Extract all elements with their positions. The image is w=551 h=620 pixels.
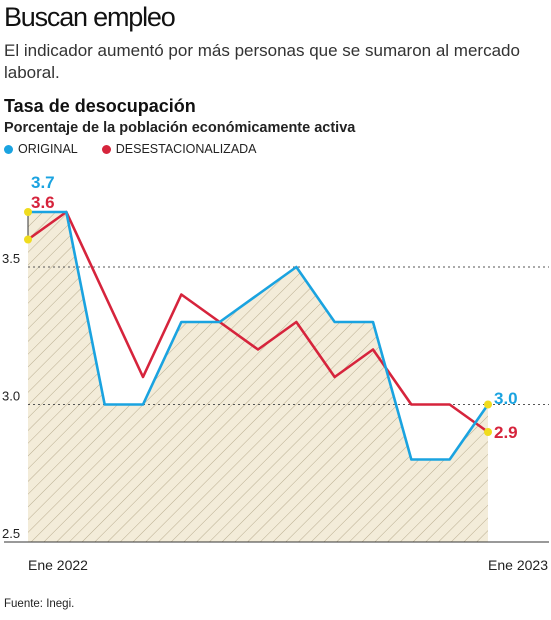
legend-item-desestacionalizada: DESESTACIONALIZADA (101, 142, 257, 156)
legend: ORIGINAL DESESTACIONALIZADA (4, 142, 257, 156)
endpoint-marker-desestacionalizada (484, 428, 492, 436)
endpoint-marker-original (484, 400, 492, 409)
value-label-original-end: 3.0 (494, 389, 518, 408)
value-label-desestacionalizada-start: 3.6 (31, 193, 55, 212)
legend-dot-desestacionalizada (101, 144, 111, 154)
headline: Buscan empleo (4, 2, 176, 32)
area-fill (28, 212, 488, 542)
chart-title: Tasa de desocupación (4, 96, 196, 116)
legend-label-original: ORIGINAL (18, 142, 78, 156)
source-note: Fuente: Inegi. (4, 598, 75, 610)
y-tick-label: 3.0 (2, 389, 20, 404)
endpoint-marker-original (24, 208, 32, 216)
x-tick-label: Ene 2022 (28, 557, 88, 573)
y-tick-label: 2.5 (2, 526, 20, 541)
legend-dot-original (4, 144, 13, 154)
deck-text: El indicador aumentó por más personas qu… (4, 41, 520, 82)
y-tick-label: 3.5 (2, 251, 20, 266)
endpoint-marker-desestacionalizada (24, 235, 32, 244)
series-line-desestacionalizada (27, 210, 489, 434)
value-label-original-start: 3.7 (31, 173, 55, 192)
value-label-desestacionalizada-end: 2.9 (494, 423, 518, 442)
legend-label-desestacionalizada: DESESTACIONALIZADA (115, 142, 257, 156)
legend-item-original: ORIGINAL (4, 142, 78, 156)
chart-subtitle: Porcentaje de la población económicament… (4, 120, 356, 136)
x-tick-label: Ene 2023 (488, 557, 548, 573)
series-line-original (28, 210, 490, 461)
